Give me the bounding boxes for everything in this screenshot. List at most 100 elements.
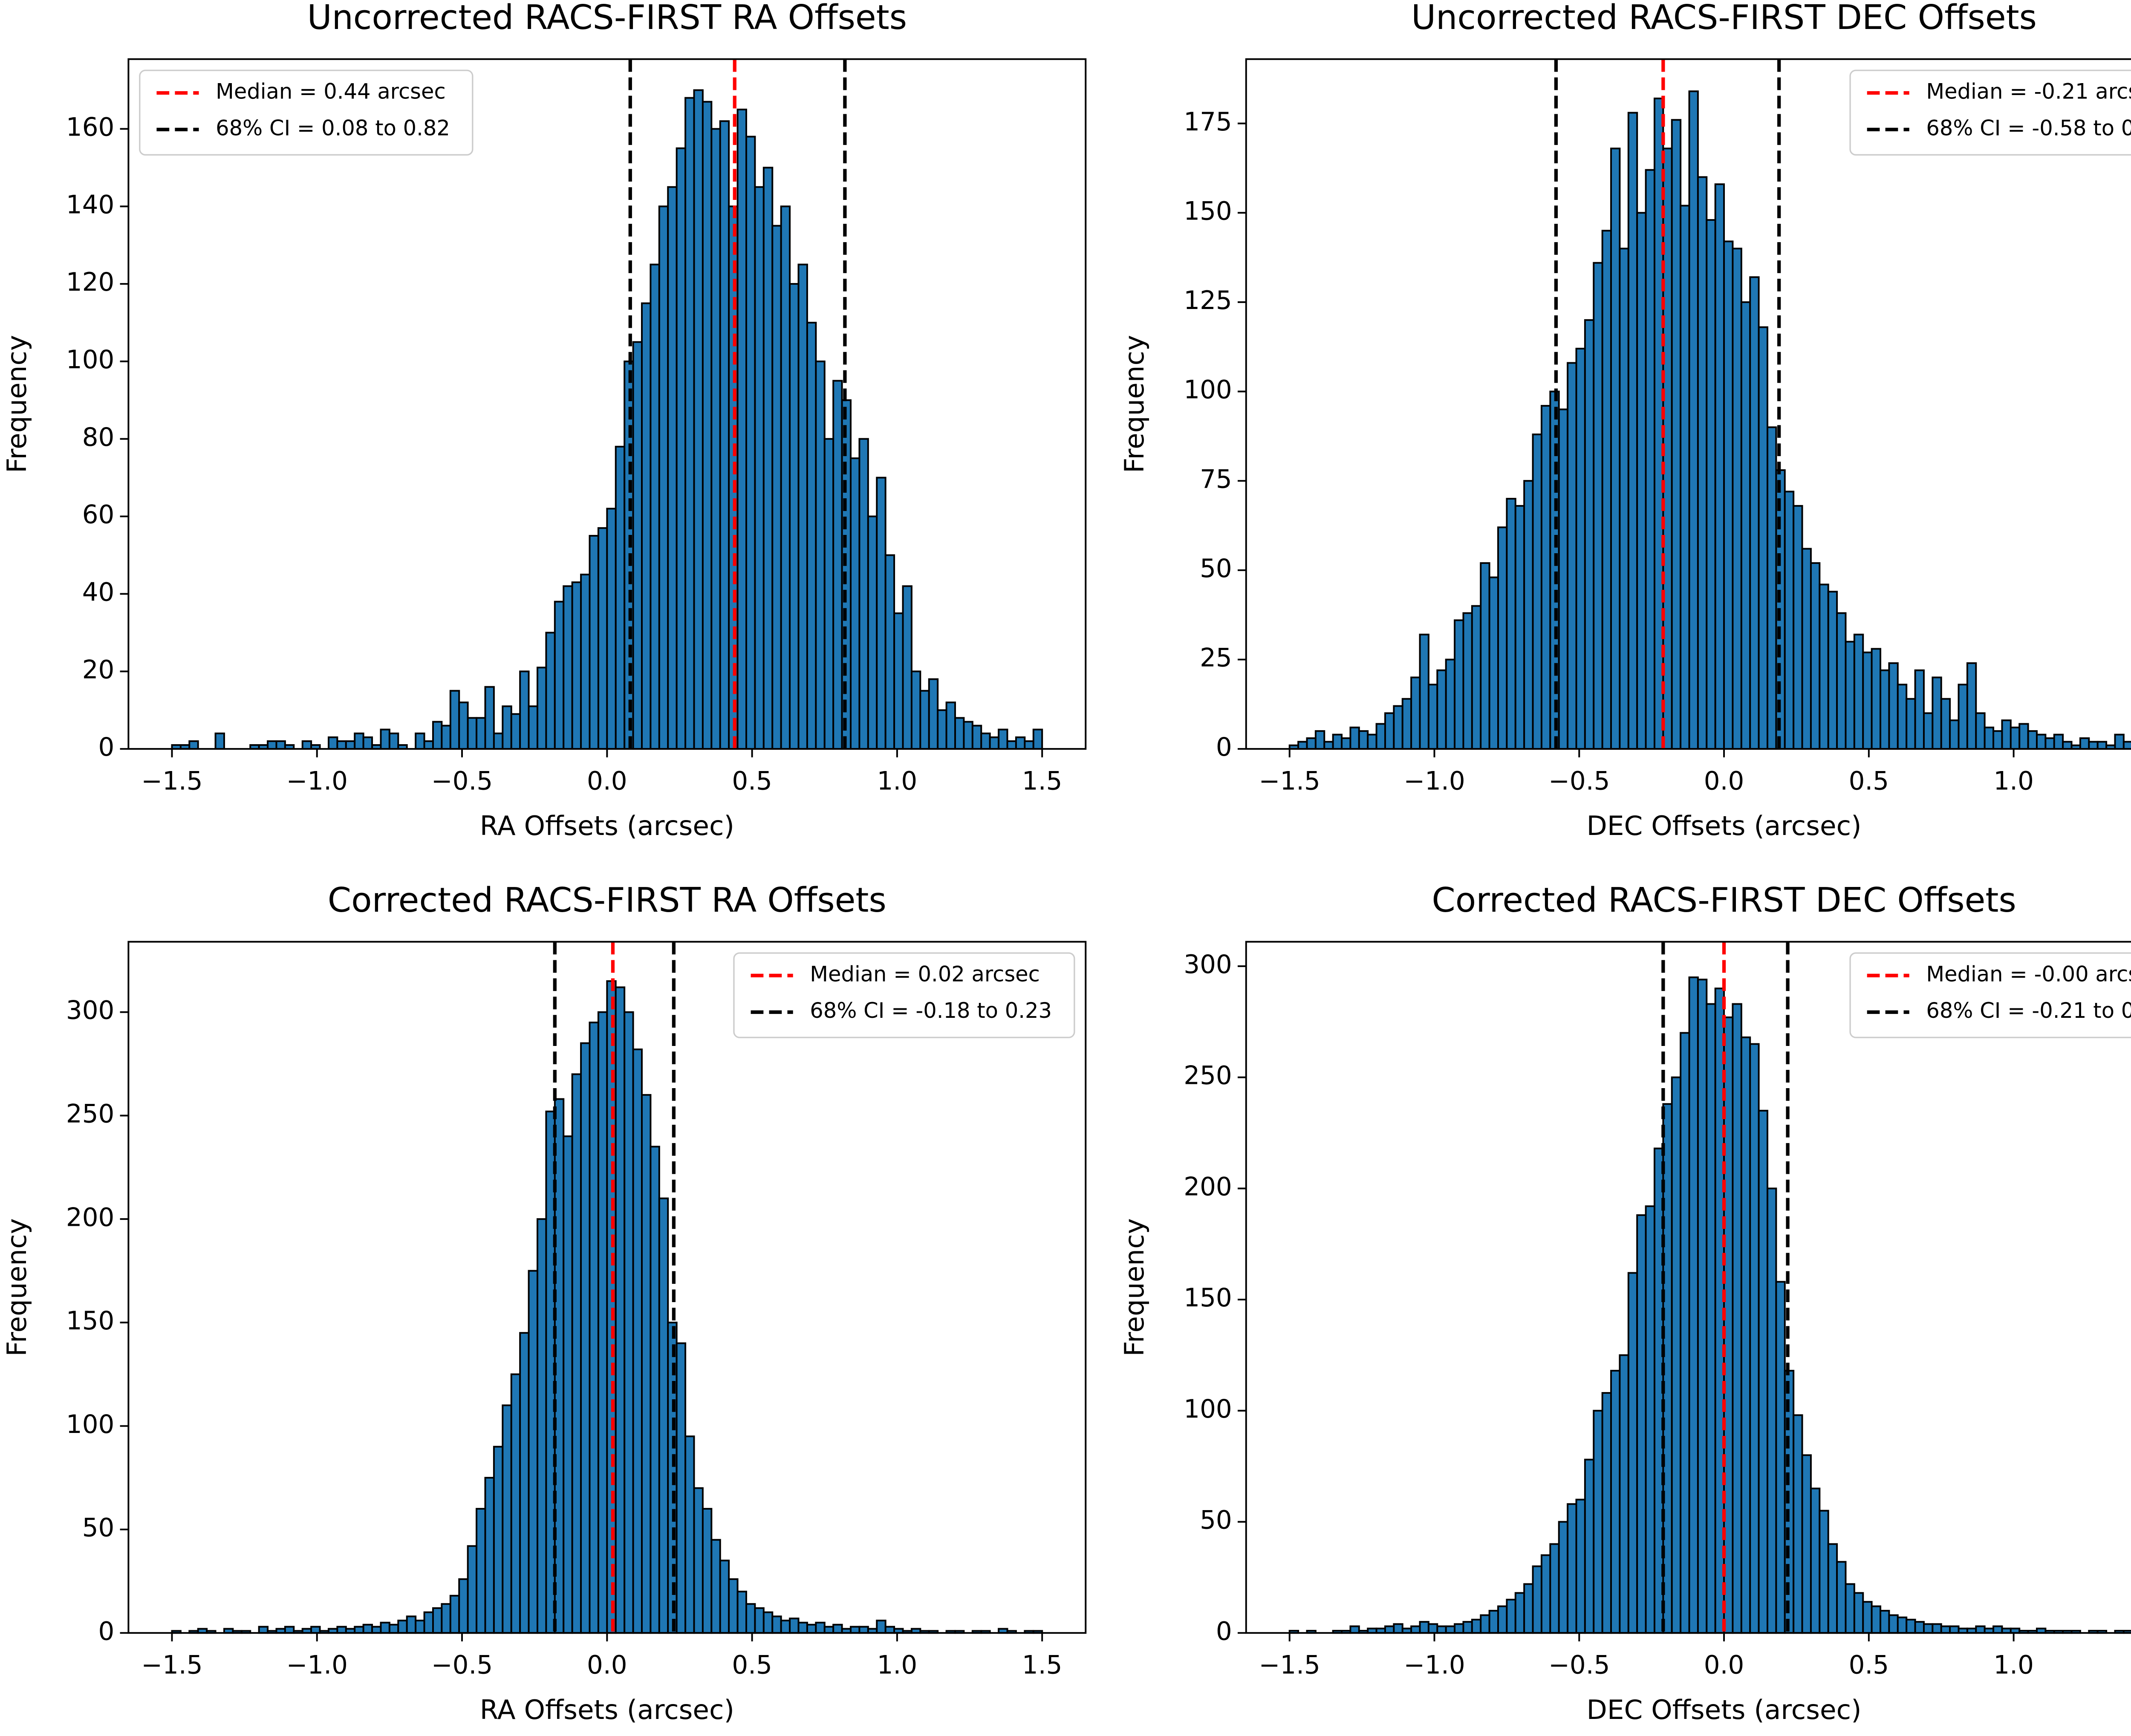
- y-tick-label: 150: [66, 1306, 114, 1336]
- x-tick-label: 1.5: [1022, 1651, 1063, 1680]
- bar: [502, 1404, 512, 1634]
- bar: [336, 1626, 347, 1634]
- bar: [449, 1594, 460, 1634]
- bar: [684, 97, 695, 750]
- x-tick-label: 0.0: [587, 766, 627, 796]
- bar: [658, 1197, 669, 1634]
- bar: [1810, 562, 1821, 750]
- bar: [1853, 633, 1864, 750]
- bar: [1749, 1043, 1760, 1634]
- bar: [589, 535, 599, 750]
- bar: [797, 263, 808, 750]
- bar: [354, 732, 364, 750]
- y-tick-label: 200: [66, 1203, 114, 1232]
- bar: [510, 1373, 521, 1634]
- bar: [519, 1332, 530, 1634]
- bar: [537, 1218, 547, 1634]
- x-tick-label: −1.0: [1403, 766, 1465, 796]
- bar: [2044, 737, 2055, 750]
- bar: [2036, 734, 2047, 750]
- legend: Median = -0.00 arcsec 68% CI = -0.21 to 0…: [1849, 952, 2131, 1038]
- y-tick-label: 200: [1184, 1172, 1232, 1202]
- bar: [1688, 976, 1699, 1634]
- bar: [684, 1435, 695, 1634]
- bar: [754, 1607, 765, 1634]
- legend-label: Median = 0.44 arcsec: [216, 79, 446, 104]
- chart-title: Uncorrected RACS-FIRST DEC Offsets: [1411, 0, 2037, 37]
- x-tick-label: 1.5: [1022, 766, 1063, 796]
- bar: [1506, 498, 1516, 750]
- bar: [571, 1073, 582, 1634]
- bar: [1697, 176, 1708, 750]
- bar: [2018, 723, 2029, 750]
- legend-frame: [733, 952, 1075, 1038]
- bar: [1462, 1621, 1473, 1634]
- y-tick-label: 80: [82, 423, 115, 452]
- bar: [1454, 1623, 1464, 1634]
- x-tick-label: 0.0: [1704, 766, 1744, 796]
- bar: [1384, 1625, 1395, 1634]
- bar: [1923, 1623, 1934, 1634]
- bar: [1975, 712, 1986, 750]
- bar: [1880, 1610, 1890, 1634]
- bar: [1427, 1623, 1438, 1634]
- bar: [1032, 728, 1043, 750]
- bar: [667, 186, 678, 750]
- bar: [676, 1342, 687, 1634]
- bar: [641, 1094, 652, 1634]
- bar: [1819, 583, 1829, 750]
- bar: [676, 147, 687, 750]
- bar: [467, 717, 478, 750]
- bar: [1341, 737, 1351, 750]
- bar: [380, 1621, 390, 1634]
- legend-frame: [139, 69, 474, 156]
- bar: [606, 508, 617, 750]
- bar: [1375, 723, 1386, 750]
- bar: [1410, 1625, 1421, 1634]
- bar: [1688, 90, 1699, 750]
- bar: [989, 736, 1000, 750]
- bar: [362, 1623, 373, 1634]
- bar: [1801, 548, 1812, 750]
- bar: [528, 705, 538, 750]
- x-tick-label: −1.0: [1403, 1651, 1465, 1680]
- bar: [902, 585, 912, 750]
- bar: [1923, 712, 1934, 750]
- bar: [1436, 1625, 1447, 1634]
- bar: [1862, 651, 1873, 750]
- y-tick-label: 120: [66, 268, 114, 297]
- bar: [632, 341, 643, 750]
- bar: [1645, 1205, 1655, 1634]
- bar: [571, 581, 582, 750]
- bar: [771, 225, 782, 750]
- bar: [1480, 1614, 1490, 1634]
- bar: [823, 1626, 834, 1634]
- bar: [528, 1270, 538, 1634]
- chart-title: Corrected RACS-FIRST RA Offsets: [328, 880, 886, 920]
- bar: [484, 686, 495, 750]
- bar: [188, 740, 199, 750]
- bar: [406, 1615, 417, 1634]
- bar: [432, 1607, 443, 1634]
- bar: [1992, 1625, 2003, 1634]
- bar: [954, 717, 965, 750]
- bar: [702, 1508, 713, 1634]
- bar: [884, 554, 895, 750]
- bar: [780, 1620, 791, 1634]
- bar: [937, 709, 947, 750]
- bar: [284, 1626, 295, 1634]
- bar: [1427, 684, 1438, 750]
- y-tick-label: 0: [98, 1617, 115, 1646]
- x-tick-label: 1.0: [1993, 766, 2034, 796]
- bar: [1914, 669, 1925, 750]
- bar: [1549, 1543, 1560, 1634]
- bar: [1984, 726, 1995, 750]
- bar: [1567, 362, 1577, 750]
- y-tick-label: 0: [1216, 733, 1232, 762]
- bar: [1445, 1625, 1456, 1634]
- bar: [1610, 1369, 1621, 1634]
- bar: [267, 740, 277, 750]
- x-tick-label: 0.5: [1849, 1651, 1889, 1680]
- bar: [484, 1477, 495, 1634]
